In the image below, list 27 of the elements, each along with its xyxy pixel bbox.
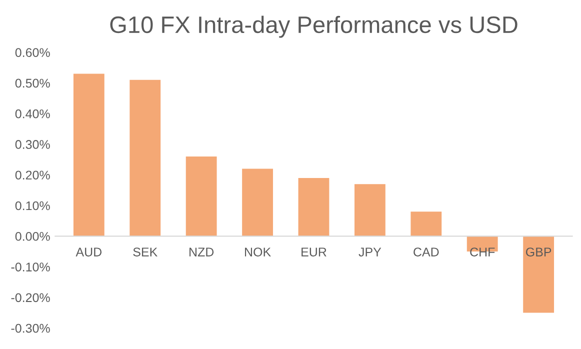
x-tick-label: EUR (302, 248, 326, 256)
x-tick-label: CAD (414, 248, 439, 256)
y-tick-label: 0.60% (15, 48, 50, 57)
y-tick-label: -0.20% (11, 293, 50, 302)
y-tick-label: 0.40% (15, 109, 50, 118)
x-tick-label: SEK (133, 248, 158, 256)
bar (242, 168, 273, 236)
y-tick-label: -0.30% (11, 324, 50, 333)
bar (186, 156, 217, 236)
y-tick-label: -0.10% (11, 262, 50, 272)
y-tick-label: 0.50% (15, 78, 50, 88)
bar (410, 212, 442, 236)
bar (523, 236, 554, 313)
bar (130, 80, 161, 236)
y-tick-label: 0.30% (15, 140, 50, 149)
chart-title: G10 FX Intra-day Performance vs USD (110, 16, 518, 38)
x-tick-label: NOK (245, 248, 271, 256)
x-tick-label: NZD (190, 248, 214, 256)
x-tick-label: JPY (358, 248, 382, 256)
x-tick-label: GBP (526, 248, 552, 256)
x-tick-label: AUD (76, 248, 102, 256)
y-tick-label: 0.00% (15, 232, 50, 241)
bar (73, 74, 104, 236)
bar (354, 184, 386, 236)
y-tick-label: 0.20% (15, 170, 50, 180)
y-tick-label: 0.10% (15, 201, 50, 210)
bar (298, 178, 330, 236)
